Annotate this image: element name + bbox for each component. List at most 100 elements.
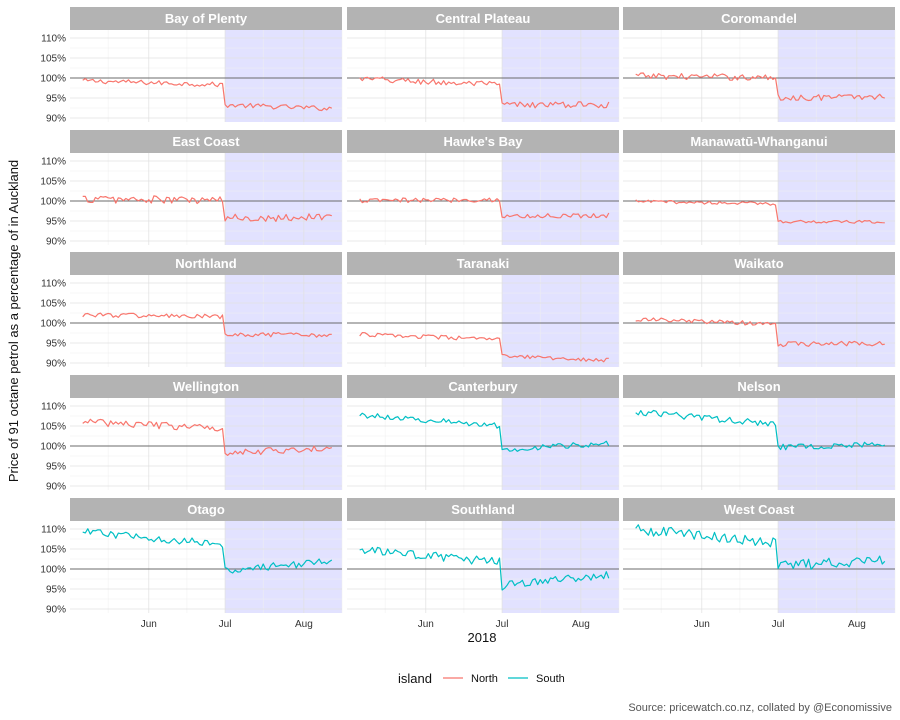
y-tick-label: 100% (40, 565, 66, 576)
strip-hawke-s-bay (347, 130, 619, 153)
series-line-southland (359, 546, 610, 591)
strip-northland (70, 252, 342, 275)
facet-panels: Bay of Plenty 90% 95% 100% 105% 110% Central P… (40, 7, 896, 630)
series-line-nelson (635, 409, 886, 451)
y-tick-label: 95% (46, 217, 66, 228)
strip-wellington (70, 375, 342, 398)
y-tick-label: 90% (46, 359, 66, 370)
panel-waikato: Waikato (623, 252, 896, 367)
legend-label-south: South (536, 673, 565, 685)
strip-label-west-coast: West Coast (724, 502, 795, 517)
y-tick-label: 100% (40, 442, 66, 453)
x-tick-label: Jun (418, 619, 434, 630)
x-tick-label: Aug (295, 619, 313, 630)
shaded-region-taranaki (502, 275, 619, 367)
y-tick-label: 100% (40, 319, 66, 330)
x-tick-label: Jun (141, 619, 157, 630)
y-tick-label: 105% (40, 545, 66, 556)
series-line-coromandel (635, 72, 885, 102)
panel-taranaki: Taranaki (347, 252, 620, 367)
y-tick-label: 110% (41, 279, 66, 290)
y-tick-label: 95% (46, 339, 66, 350)
panel-hawke-s-bay: Hawke's Bay (347, 130, 620, 245)
y-tick-label: 110% (41, 157, 66, 168)
strip-west-coast (623, 498, 895, 521)
shaded-region-southland (502, 521, 619, 613)
panel-east-coast: East Coast 90% 95% 100% 105% 110% (40, 130, 343, 248)
shaded-region-wellington (225, 398, 342, 490)
y-tick-label: 90% (46, 237, 66, 248)
panel-west-coast: West Coast Jun Jul Aug (623, 498, 896, 630)
series-line-canterbury (359, 412, 610, 452)
y-tick-label: 95% (46, 94, 66, 105)
panel-wellington: Wellington 90% 95% 100% 105% 110% (40, 375, 343, 493)
series-line-otago (82, 528, 333, 574)
strip-label-wellington: Wellington (173, 379, 239, 394)
panel-northland: Northland 90% 95% 100% 105% 110% (40, 252, 343, 370)
y-tick-label: 110% (41, 34, 66, 45)
y-tick-label: 110% (41, 525, 66, 536)
panel-central-plateau: Central Plateau (347, 7, 620, 122)
x-tick-label: Aug (848, 619, 866, 630)
strip-label-manawatu-whanganui: Manawatū-Whanganui (690, 134, 827, 149)
y-axis-title: Price of 91 octane petrol as a percentag… (6, 160, 21, 482)
strip-label-southland: Southland (451, 502, 515, 517)
y-tick-label: 95% (46, 462, 66, 473)
strip-otago (70, 498, 342, 521)
strip-east-coast (70, 130, 342, 153)
source-caption: Source: pricewatch.co.nz, collated by @E… (628, 702, 892, 714)
strip-label-canterbury: Canterbury (448, 379, 518, 394)
x-axis-title: 2018 (468, 630, 497, 645)
strip-waikato (623, 252, 895, 275)
y-tick-label: 90% (46, 114, 66, 125)
legend-title: island (398, 671, 432, 686)
series-line-central-plateau (359, 76, 610, 109)
panel-southland: Southland Jun Jul Aug (347, 498, 620, 630)
panel-otago: Otago 90% 95% 100% 105% 110% Jun Jul Aug (40, 498, 343, 630)
series-line-taranaki (359, 332, 609, 363)
strip-taranaki (347, 252, 619, 275)
y-tick-label: 90% (46, 482, 66, 493)
shaded-region-northland (225, 275, 342, 367)
series-line-manawatu-whanganui (635, 199, 885, 224)
strip-label-central-plateau: Central Plateau (436, 11, 531, 26)
y-tick-label: 105% (40, 177, 66, 188)
strip-label-east-coast: East Coast (172, 134, 240, 149)
y-tick-label: 95% (46, 585, 66, 596)
strip-label-northland: Northland (175, 256, 236, 271)
y-tick-label: 100% (40, 197, 66, 208)
strip-coromandel (623, 7, 895, 30)
strip-label-taranaki: Taranaki (457, 256, 510, 271)
panel-bay-of-plenty: Bay of Plenty 90% 95% 100% 105% 110% (40, 7, 343, 125)
shaded-region-east-coast (225, 153, 342, 245)
x-tick-label: Jun (694, 619, 710, 630)
x-tick-label: Jul (496, 619, 509, 630)
series-line-northland (82, 312, 332, 338)
shaded-region-coromandel (778, 30, 895, 122)
panel-nelson: Nelson (623, 375, 896, 490)
strip-canterbury (347, 375, 619, 398)
y-tick-label: 105% (40, 422, 66, 433)
y-tick-label: 100% (40, 74, 66, 85)
strip-central-plateau (347, 7, 619, 30)
legend-label-north: North (471, 673, 498, 685)
strip-manawatu-whanganui (623, 130, 895, 153)
legend: island North South (398, 671, 565, 686)
series-line-bay-of-plenty (82, 77, 333, 112)
strip-label-otago: Otago (187, 502, 225, 517)
strip-nelson (623, 375, 895, 398)
series-line-east-coast (82, 195, 332, 222)
strip-label-nelson: Nelson (737, 379, 780, 394)
panel-coromandel: Coromandel (623, 7, 896, 122)
series-line-wellington (82, 418, 332, 456)
x-tick-label: Aug (572, 619, 590, 630)
x-tick-label: Jul (772, 619, 785, 630)
series-line-hawke-s-bay (359, 197, 610, 219)
y-tick-label: 105% (40, 299, 66, 310)
shaded-region-manawatu-whanganui (778, 153, 895, 245)
strip-label-bay-of-plenty: Bay of Plenty (165, 11, 248, 26)
series-line-west-coast (635, 524, 886, 570)
y-tick-label: 90% (46, 605, 66, 616)
strip-bay-of-plenty (70, 7, 342, 30)
